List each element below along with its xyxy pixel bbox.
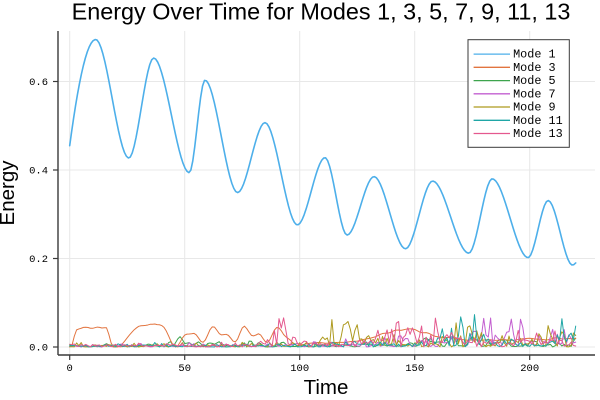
svg-text:0.4: 0.4 [29, 166, 48, 178]
svg-text:Mode 11: Mode 11 [513, 114, 563, 128]
svg-text:50: 50 [178, 363, 191, 375]
svg-text:Time: Time [304, 376, 349, 399]
svg-text:Mode 13: Mode 13 [513, 127, 563, 141]
svg-text:150: 150 [405, 363, 424, 375]
svg-text:Mode 7: Mode 7 [513, 87, 555, 101]
svg-text:0.6: 0.6 [29, 77, 48, 89]
svg-text:0.2: 0.2 [29, 254, 48, 266]
svg-text:Energy: Energy [0, 160, 19, 226]
svg-text:Mode 9: Mode 9 [513, 101, 555, 115]
svg-text:Mode 3: Mode 3 [513, 61, 555, 75]
svg-text:0: 0 [67, 363, 73, 375]
svg-text:Energy Over Time for Modes 1,: Energy Over Time for Modes 1, 3, 5, 7, 9… [72, 0, 571, 24]
svg-text:100: 100 [290, 363, 309, 375]
svg-text:0.0: 0.0 [29, 343, 48, 355]
svg-text:200: 200 [520, 363, 539, 375]
svg-text:Mode 1: Mode 1 [513, 48, 555, 62]
svg-text:Mode 5: Mode 5 [513, 74, 555, 88]
